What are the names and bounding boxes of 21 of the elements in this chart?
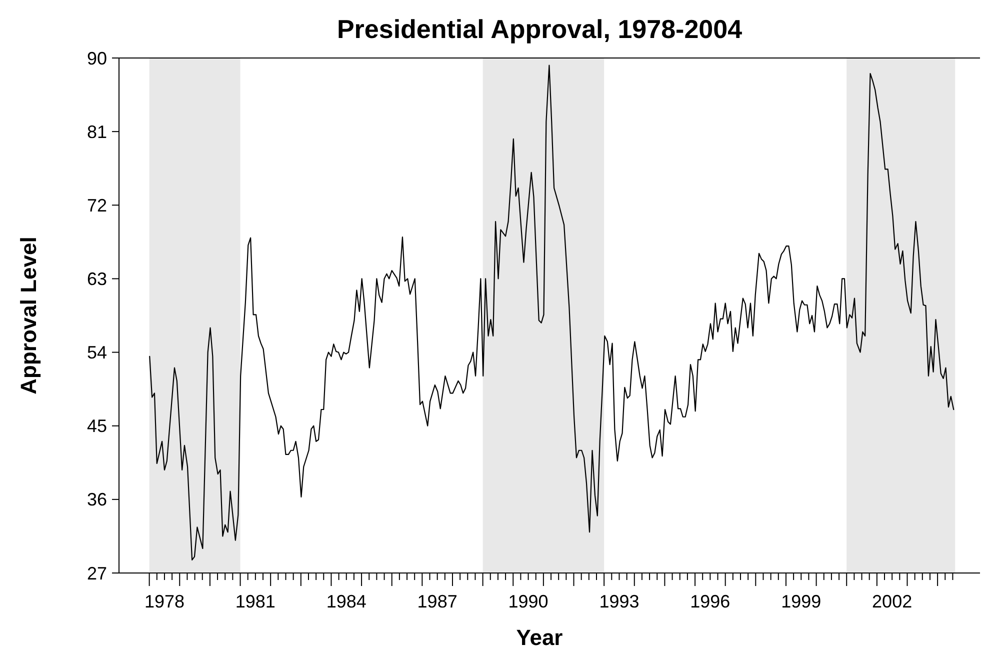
x-tick-label: 1978	[144, 591, 184, 612]
x-tick-label: 1981	[235, 591, 276, 612]
y-tick-label: 90	[86, 48, 107, 68]
x-tick-label: 2002	[872, 591, 912, 612]
x-tick-label: 1993	[599, 591, 640, 612]
x-tick-label: 1990	[508, 591, 548, 612]
y-tick-label: 36	[86, 490, 107, 510]
x-tick-label: 1996	[690, 591, 730, 612]
y-tick-label: 72	[86, 195, 107, 216]
chart-title: Presidential Approval, 1978-2004	[336, 14, 743, 44]
y-axis-title: Approval Level	[16, 236, 41, 394]
y-tick-label: 45	[86, 416, 107, 436]
x-tick-label: 1984	[326, 591, 366, 612]
y-tick-label: 54	[86, 342, 107, 363]
x-axis-title: Year	[516, 625, 564, 650]
x-tick-label: 1987	[417, 591, 458, 612]
line-series	[149, 64, 954, 560]
y-tick-label: 81	[86, 122, 107, 142]
y-tick-label: 63	[86, 269, 107, 290]
x-tick-label: 1999	[781, 591, 822, 612]
y-tick-label: 27	[86, 563, 107, 584]
